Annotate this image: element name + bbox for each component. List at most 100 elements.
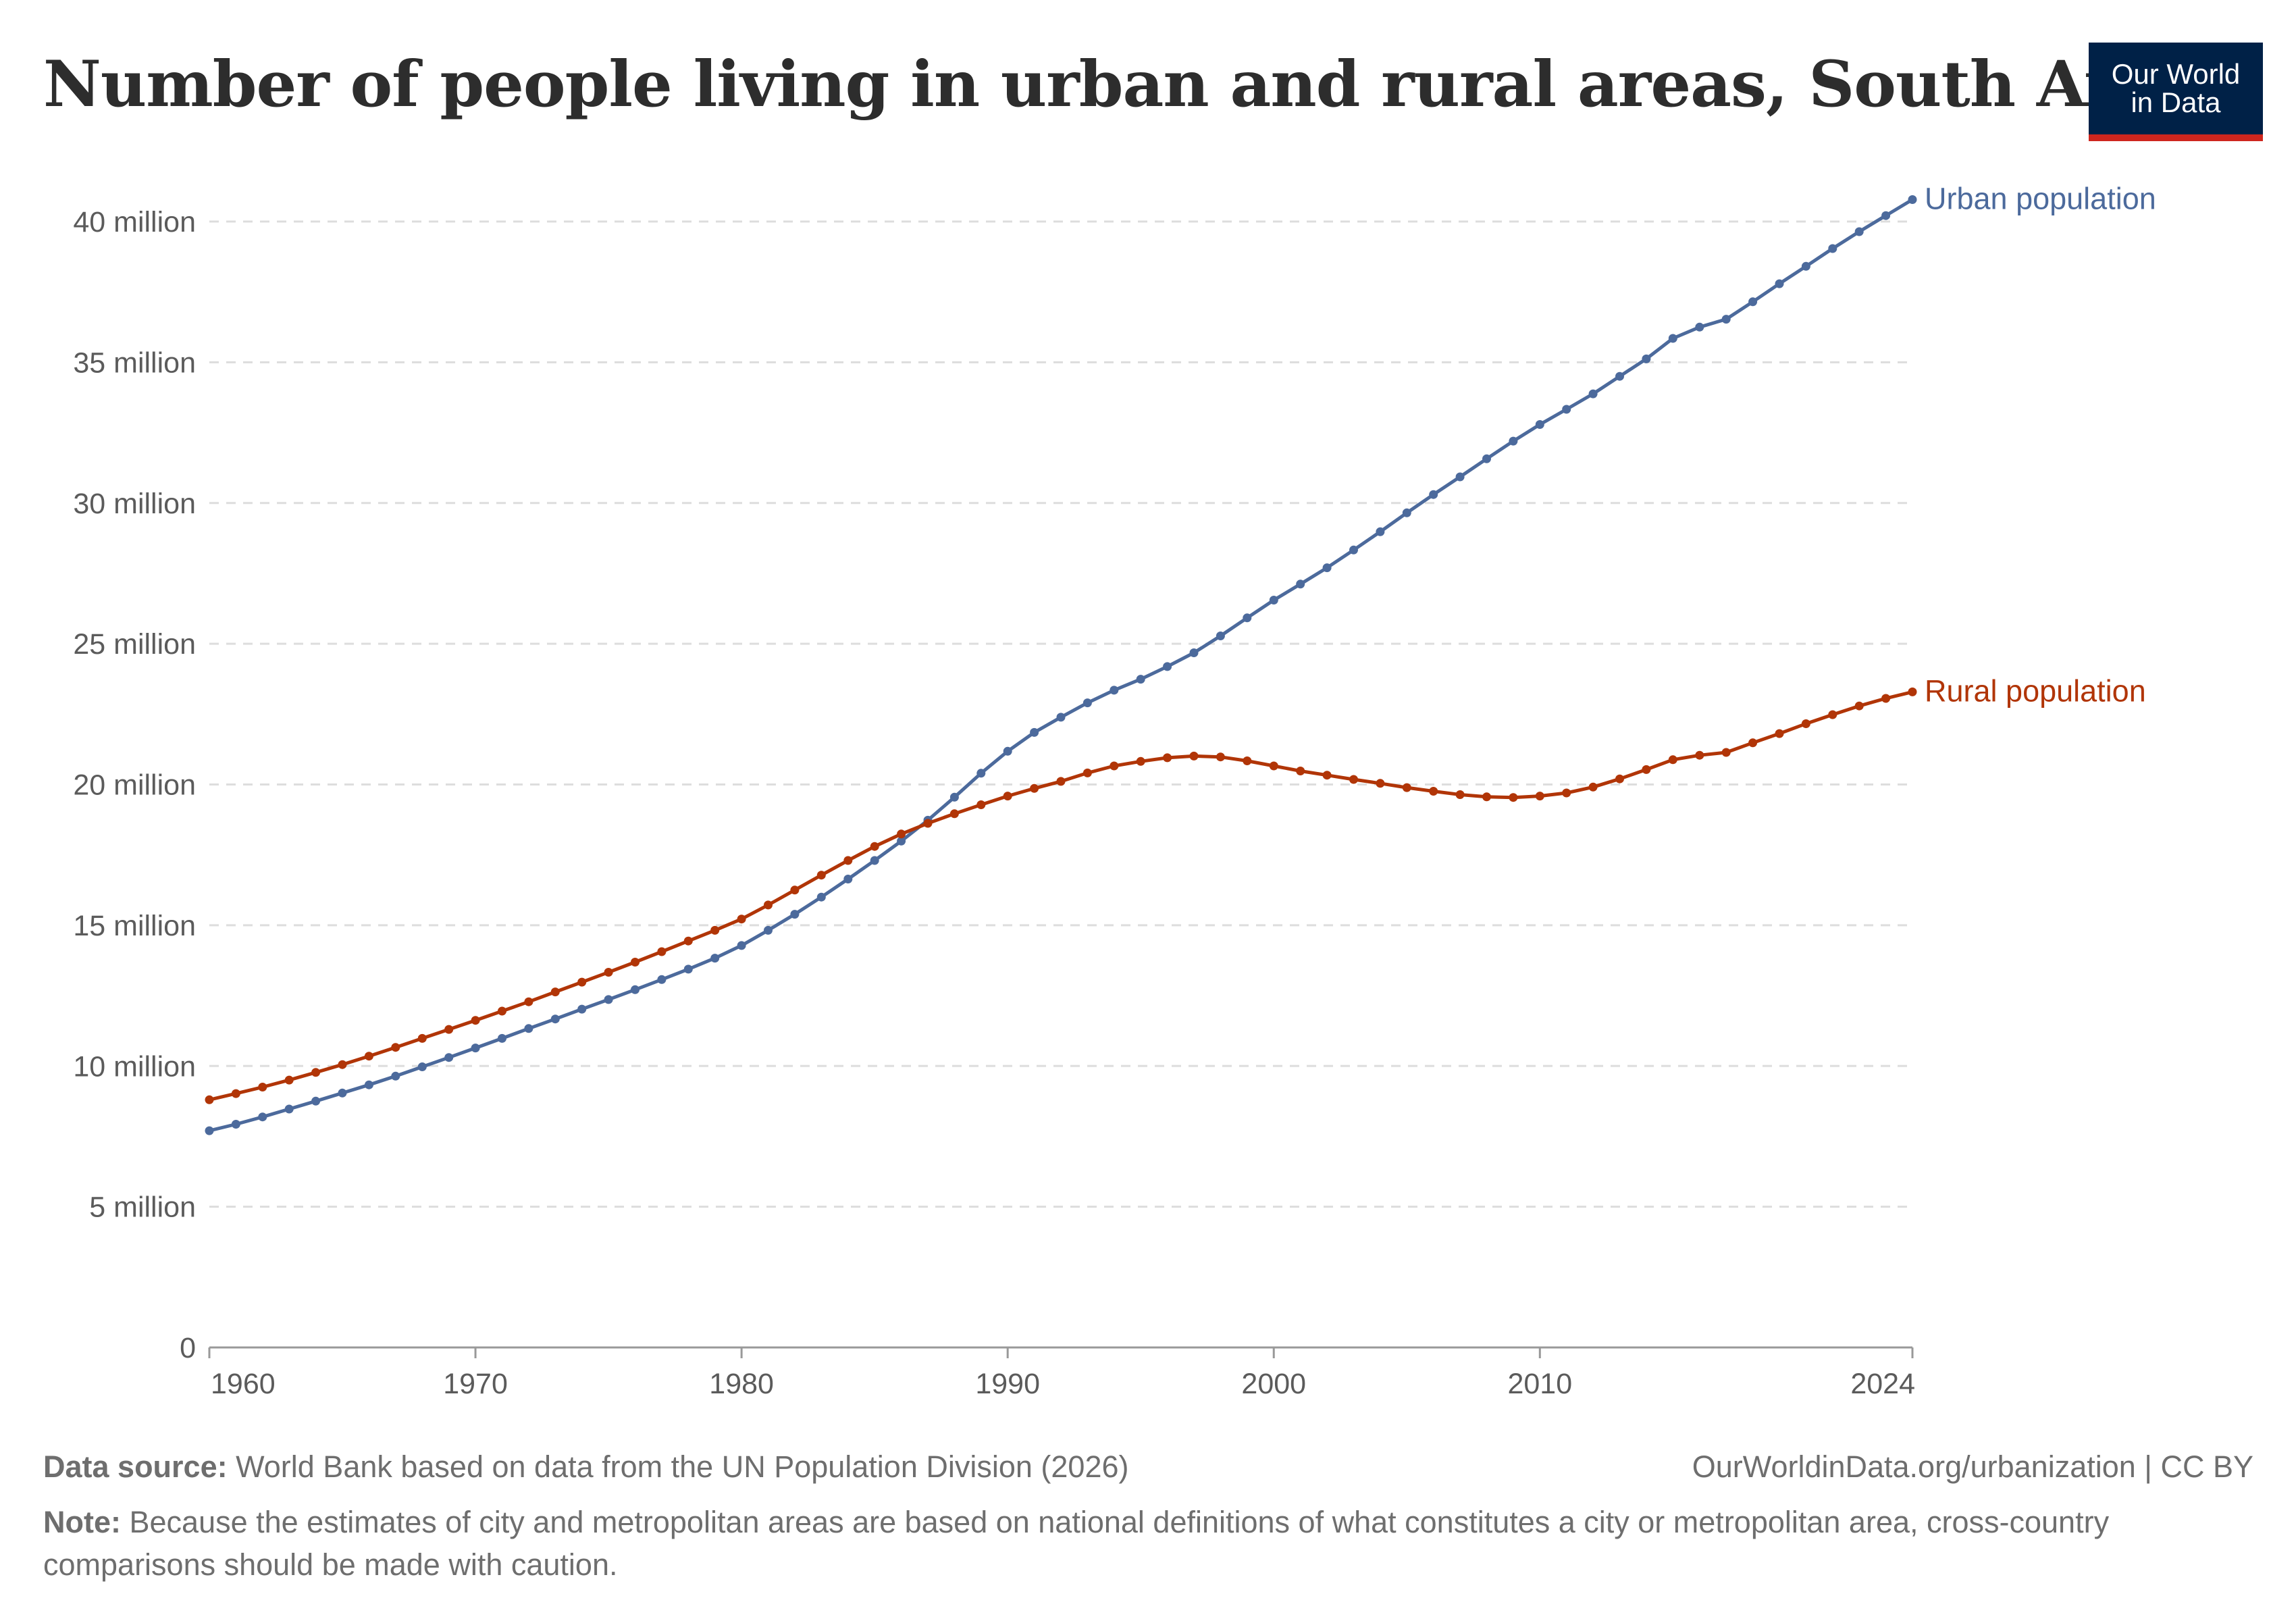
urban-data-point — [364, 1080, 373, 1089]
owid-logo[interactable]: Our World in Data — [2089, 43, 2263, 141]
urban-data-point — [790, 910, 800, 919]
y-tick-label: 30 million — [73, 488, 196, 520]
urban-data-point — [417, 1062, 427, 1071]
note-label: Note: — [43, 1505, 121, 1539]
urban-data-point — [284, 1104, 294, 1114]
urban-data-point — [1881, 211, 1891, 220]
rural-data-point — [1668, 755, 1677, 765]
rural-data-point — [657, 947, 667, 956]
x-tick-label: 1970 — [443, 1368, 508, 1400]
chart-note: Note: Because the estimates of city and … — [43, 1501, 2251, 1586]
urban-data-point — [1429, 490, 1438, 499]
urban-data-point — [1854, 227, 1864, 236]
rural-data-point — [897, 829, 906, 839]
rural-data-point — [1455, 790, 1465, 799]
urban-data-point — [1243, 613, 1252, 623]
rural-data-point — [205, 1095, 214, 1104]
urban-data-point — [657, 975, 667, 984]
rural-data-point — [1322, 771, 1332, 780]
urban-data-point — [1721, 315, 1731, 324]
urban-data-point — [1668, 334, 1677, 343]
urban-data-point — [205, 1126, 214, 1135]
urban-data-point — [577, 1004, 587, 1014]
urban-data-point — [897, 836, 906, 846]
urban-data-point — [1748, 297, 1758, 307]
rural-data-point — [1429, 787, 1438, 796]
urban-data-point — [1163, 662, 1172, 671]
rural-data-point — [1854, 701, 1864, 711]
urban-data-point — [1030, 727, 1039, 737]
urban-data-point — [1056, 713, 1066, 722]
rural-data-point — [1828, 710, 1837, 719]
rural-data-point — [1056, 777, 1066, 786]
rural-data-point — [1615, 774, 1624, 783]
urban-data-point — [1296, 580, 1305, 589]
y-tick-label: 40 million — [73, 206, 196, 238]
urban-data-point — [391, 1071, 400, 1081]
x-tick-label: 2010 — [1507, 1368, 1572, 1400]
urban-data-point — [870, 856, 879, 865]
rural-data-point — [816, 871, 826, 880]
rural-data-point — [1748, 738, 1758, 748]
x-tick-label: 2000 — [1241, 1368, 1306, 1400]
rural-data-point — [550, 987, 560, 997]
rural-data-point — [1801, 719, 1810, 728]
urban-data-point — [604, 995, 613, 1004]
chart-title: Number of people living in urban and rur… — [43, 47, 2246, 122]
rural-data-point — [1163, 753, 1172, 763]
rural-data-point — [1402, 783, 1411, 792]
urban-data-point — [737, 941, 746, 950]
y-axis: 0 5 million 10 million 15 million 20 million… — [73, 206, 196, 1364]
rural-data-point — [498, 1006, 506, 1016]
note-text: Because the estimates of city and metrop… — [43, 1505, 2110, 1582]
y-tick-label: 25 million — [73, 628, 196, 661]
rural-data-point — [1296, 767, 1305, 775]
urban-data-point — [1642, 354, 1651, 363]
rural-data-point — [710, 925, 720, 935]
urban-data-point — [1110, 686, 1119, 695]
rural-data-point — [1482, 792, 1491, 802]
rural-data-point — [524, 997, 533, 1006]
rural-population-line — [209, 690, 1913, 1102]
urban-data-point — [949, 792, 959, 802]
urban-data-point — [1216, 632, 1225, 640]
rural-data-point — [737, 915, 746, 924]
urban-data-point — [1455, 472, 1465, 482]
urban-data-point — [1695, 322, 1704, 332]
rural-data-point — [444, 1025, 454, 1034]
rural-data-point — [604, 968, 613, 977]
y-tick-label: 20 million — [73, 769, 196, 802]
urban-data-point — [1562, 405, 1571, 414]
rural-data-point — [923, 819, 933, 828]
rural-data-point — [1535, 792, 1544, 801]
urban-data-point — [1908, 195, 1917, 204]
urban-data-point — [683, 964, 693, 974]
urban-data-point — [338, 1088, 347, 1098]
urban-data-point — [1775, 279, 1784, 288]
urban-data-point — [550, 1014, 560, 1024]
urban-data-point — [1136, 675, 1145, 684]
rural-data-point — [231, 1089, 240, 1098]
urban-data-point — [976, 769, 986, 778]
rural-data-point — [1349, 775, 1358, 784]
urban-data-point — [1322, 563, 1332, 573]
y-tick-label: 5 million — [89, 1191, 196, 1224]
logo-line-2: in Data — [2131, 86, 2221, 118]
series-labels: Urban population Rural population — [1925, 181, 2156, 708]
urban-data-point — [710, 954, 720, 963]
source-url-link[interactable]: OurWorldinData.org/urbanization | CC BY — [1692, 1449, 2253, 1485]
logo-line-1: Our World — [2111, 58, 2241, 90]
rural-data-point — [870, 842, 879, 851]
urban-data-point — [816, 892, 826, 902]
rural-data-point — [1642, 765, 1651, 774]
rural-data-point — [1269, 761, 1278, 771]
rural-data-point — [1136, 756, 1145, 766]
urban-data-point — [1376, 527, 1385, 536]
urban-data-point — [1615, 371, 1624, 381]
source-url-text: OurWorldinData.org/urbanization | CC BY — [1692, 1449, 2253, 1484]
data-source-text: World Bank based on data from the UN Pop… — [236, 1449, 1129, 1484]
rural-series-label: Rural population — [1925, 673, 2146, 708]
urban-data-point — [231, 1120, 240, 1129]
rural-data-point — [1189, 751, 1199, 761]
